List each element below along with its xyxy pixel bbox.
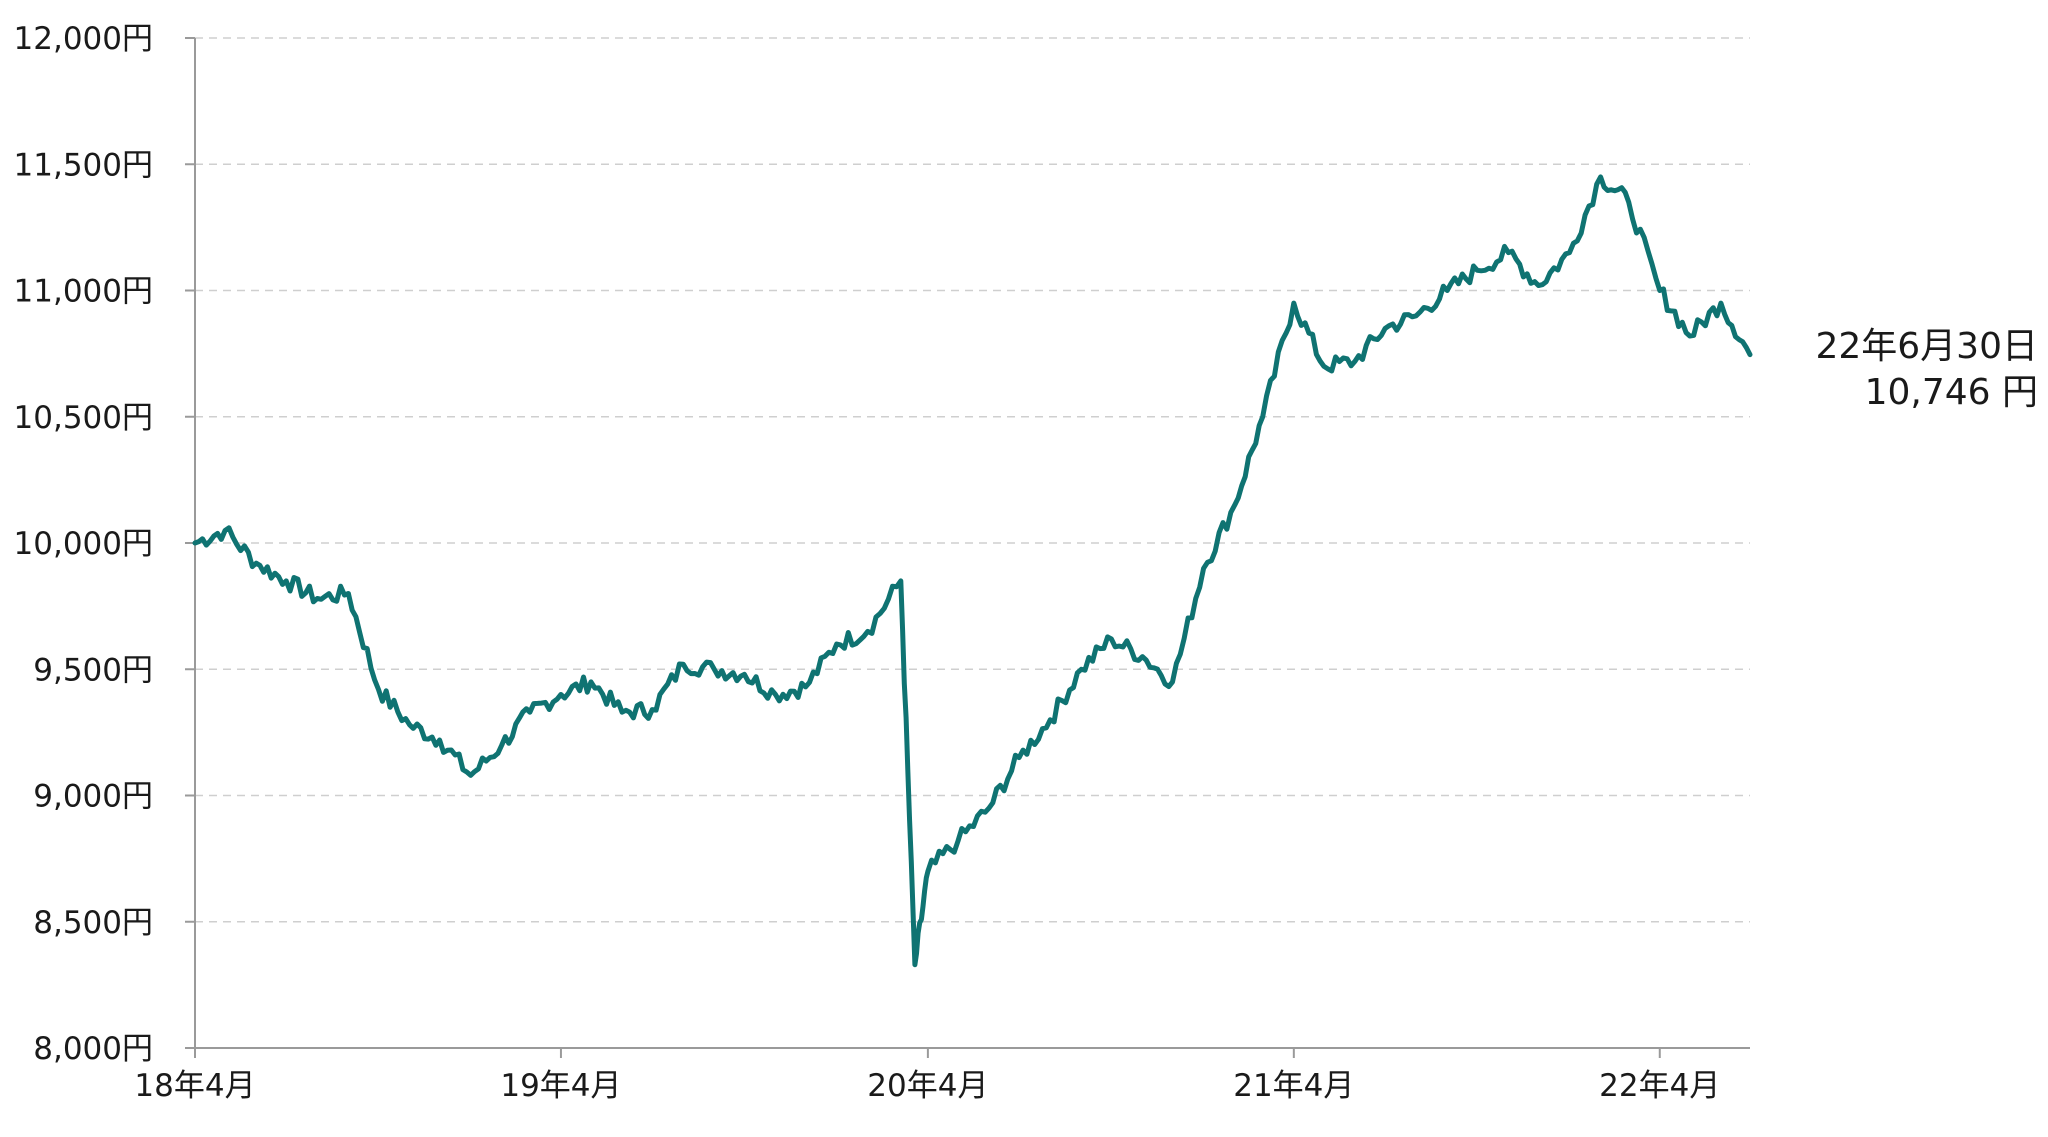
y-tick-label: 10,000円 bbox=[14, 526, 153, 562]
y-tick-label: 11,000円 bbox=[14, 274, 153, 310]
x-tick-label: 19年4月 bbox=[500, 1068, 621, 1104]
y-tick-label: 10,500円 bbox=[14, 400, 153, 436]
y-axis: 8,000円 8,500円 9,000円 9,500円 10,000円 10,500円 11… bbox=[14, 21, 195, 1067]
x-tick-label: 18年4月 bbox=[134, 1068, 255, 1104]
x-axis: 18年4月 19年4月 20年4月 21年4月 22年4月 bbox=[134, 1048, 1720, 1104]
y-tick-label: 8,000円 bbox=[33, 1031, 153, 1067]
y-tick-label: 11,500円 bbox=[14, 147, 153, 183]
last-value-label: 10,746 円 bbox=[1865, 372, 2038, 413]
x-tick-label: 21年4月 bbox=[1233, 1068, 1354, 1104]
series-line bbox=[192, 174, 1753, 968]
last-date-label: 22年6月30日 bbox=[1815, 326, 2038, 367]
x-tick-label: 22年4月 bbox=[1599, 1068, 1720, 1104]
grid-lines bbox=[195, 37, 1750, 923]
y-tick-label: 12,000円 bbox=[14, 21, 153, 57]
x-tick-label: 20年4月 bbox=[867, 1068, 988, 1104]
y-tick-label: 9,000円 bbox=[33, 779, 153, 815]
y-tick-label: 9,500円 bbox=[33, 652, 153, 688]
y-tick-label: 8,500円 bbox=[33, 905, 153, 941]
